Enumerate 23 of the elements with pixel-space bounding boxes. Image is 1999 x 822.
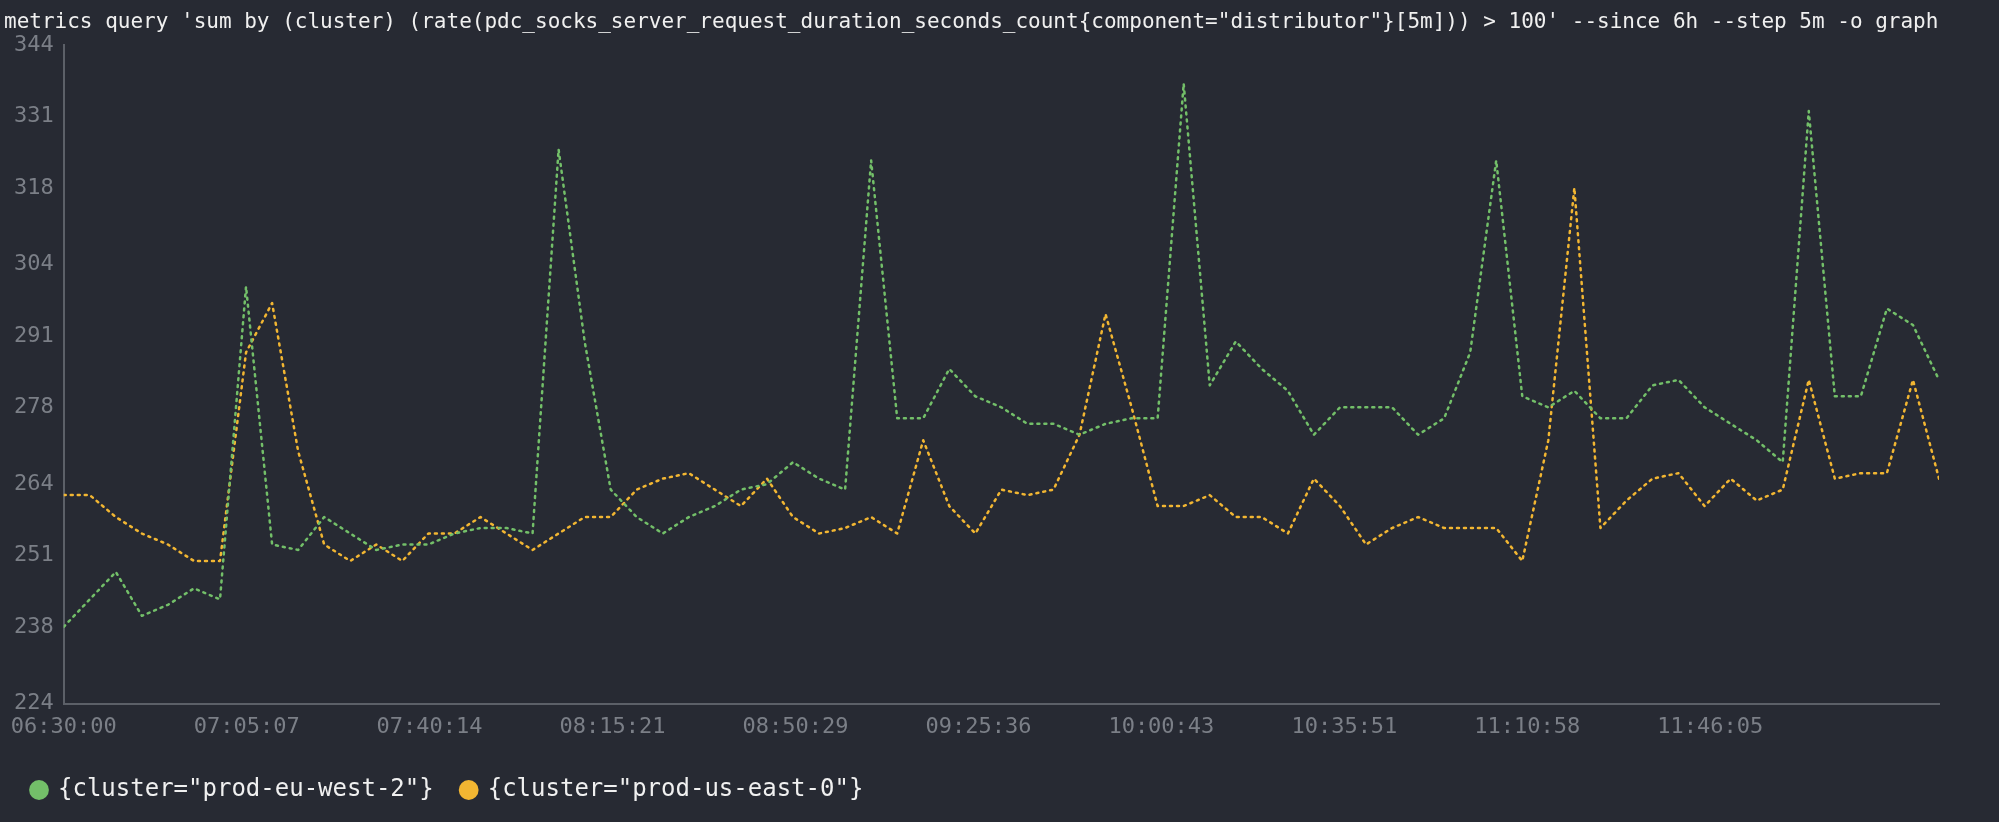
legend-label: {cluster="prod-us-east-0"}: [487, 774, 864, 803]
y-tick-label: 264: [13, 469, 54, 495]
line-series: [63, 82, 1939, 629]
y-tick-label: 224: [13, 689, 54, 715]
x-tick-label: 10:00:43: [1108, 712, 1215, 738]
x-tick-label: 06:30:00: [10, 712, 117, 738]
y-tick-label: 331: [13, 102, 54, 128]
y-tick-label: 291: [13, 321, 54, 347]
x-tick-label: 08:15:21: [559, 712, 666, 738]
legend-label: {cluster="prod-eu-west-2"}: [58, 774, 434, 803]
y-tick-label: 318: [13, 173, 54, 199]
y-tick-label: 304: [13, 250, 54, 276]
x-tick-label: 08:50:29: [742, 712, 849, 738]
x-tick-label: 07:05:07: [193, 712, 300, 738]
line-series: [63, 186, 1939, 563]
x-tick-label: 09:25:36: [925, 712, 1032, 738]
y-tick-label: 278: [13, 393, 54, 419]
y-tick-label: 238: [13, 612, 54, 638]
x-tick-label: 11:46:05: [1657, 712, 1764, 738]
x-tick-label: 10:35:51: [1291, 712, 1398, 738]
x-tick-label: 11:10:58: [1474, 712, 1581, 738]
y-tick-label: 251: [13, 541, 54, 567]
x-tick-label: 07:40:14: [376, 712, 483, 738]
